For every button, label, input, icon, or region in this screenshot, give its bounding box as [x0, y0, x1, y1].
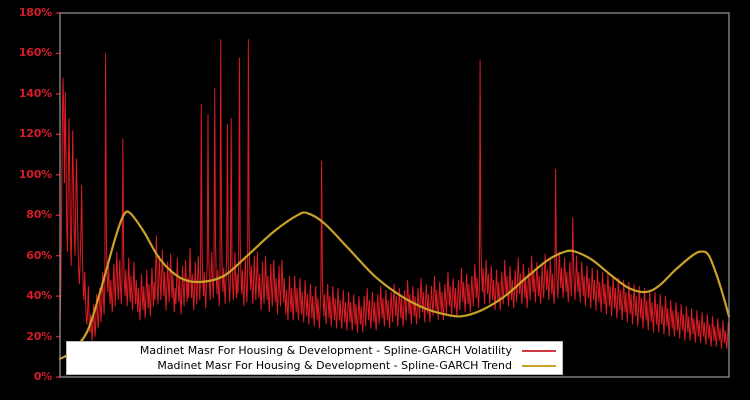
y-axis-tick-marks — [56, 12, 60, 378]
chart-legend: Madinet Masr For Housing & Development -… — [66, 341, 563, 375]
y-axis-tick-label: 20% — [26, 329, 52, 343]
legend-swatch-volatility — [522, 349, 556, 352]
y-axis-tick-label: 140% — [18, 86, 52, 100]
plot-frame — [59, 12, 730, 378]
y-axis-tick-label: 120% — [18, 127, 52, 141]
legend-item-trend: Madinet Masr For Housing & Development -… — [73, 358, 556, 373]
y-axis-tick-label: 80% — [26, 208, 52, 222]
y-axis-tick-label: 40% — [26, 289, 52, 303]
legend-item-volatility: Madinet Masr For Housing & Development -… — [73, 343, 556, 358]
series-volatility — [59, 39, 730, 349]
legend-label-volatility: Madinet Masr For Housing & Development -… — [139, 344, 512, 357]
legend-swatch-trend — [522, 364, 556, 367]
y-axis-tick-label: 100% — [18, 167, 52, 181]
y-axis-tick-label: 0% — [33, 370, 52, 383]
y-axis-tick-label: 60% — [26, 248, 52, 262]
series-trend — [58, 210, 731, 360]
y-axis-tick-label: 160% — [18, 46, 52, 60]
plot-background — [60, 13, 729, 377]
legend-label-trend: Madinet Masr For Housing & Development -… — [157, 359, 512, 372]
y-axis-labels: 0% 20% 40% 60% 80% 100% 120% 140% 160% 180% — [0, 0, 52, 400]
y-axis-tick-label: 180% — [18, 6, 52, 19]
